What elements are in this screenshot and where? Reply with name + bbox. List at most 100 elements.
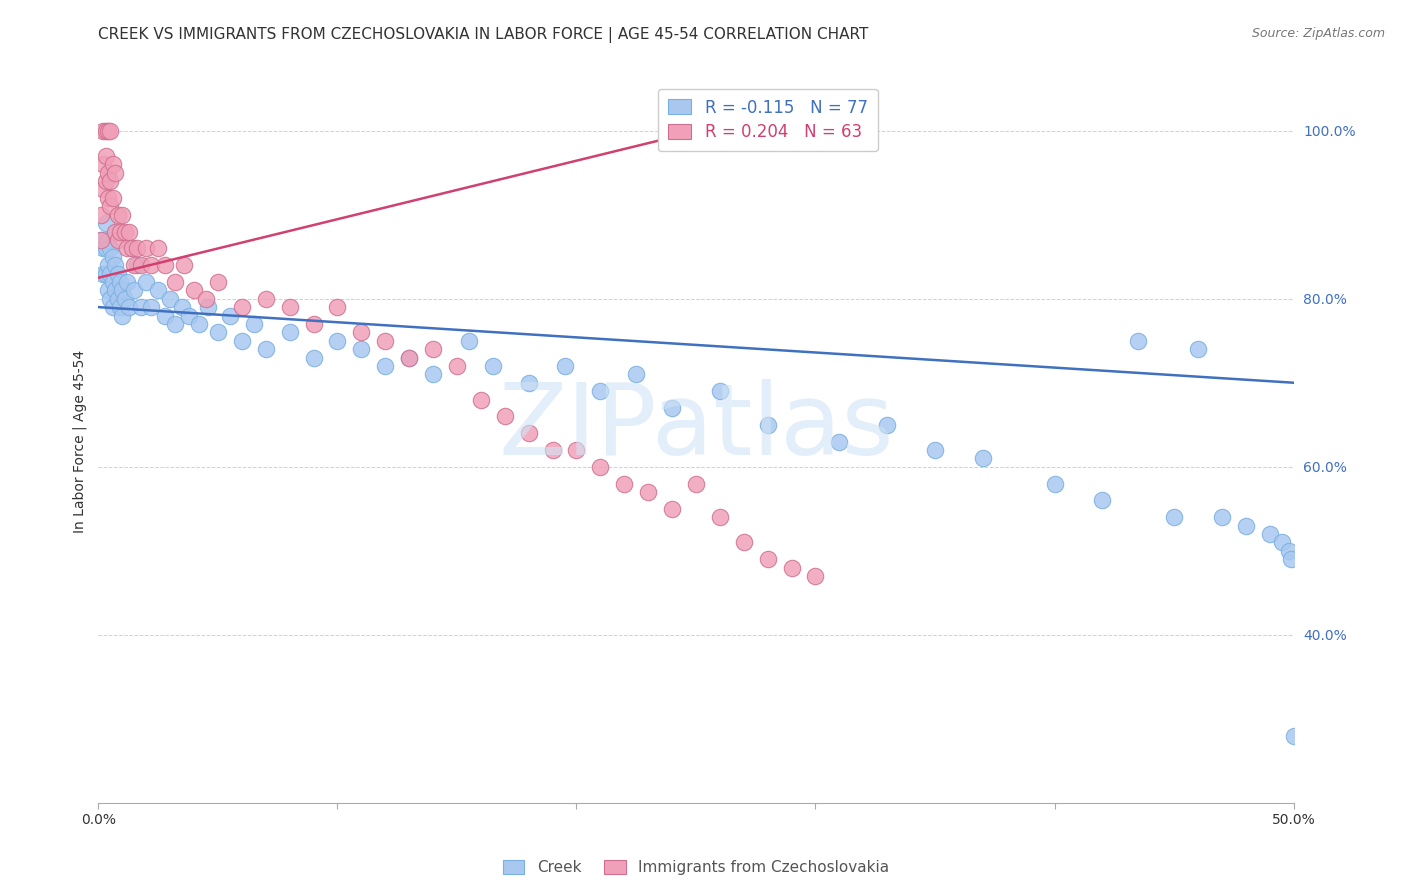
Point — [733, 535, 755, 549]
Point — [278, 326, 301, 340]
Point — [398, 351, 420, 365]
Point — [1128, 334, 1150, 348]
Point — [1091, 493, 1114, 508]
Point — [91, 124, 114, 138]
Point — [458, 334, 481, 348]
Text: CREEK VS IMMIGRANTS FROM CZECHOSLOVAKIA IN LABOR FORCE | AGE 45-54 CORRELATION C: CREEK VS IMMIGRANTS FROM CZECHOSLOVAKIA … — [98, 27, 869, 43]
Point — [118, 225, 141, 239]
Point — [972, 451, 994, 466]
Point — [94, 174, 117, 188]
Point — [231, 300, 253, 314]
Point — [685, 476, 707, 491]
Point — [589, 384, 612, 398]
Point — [148, 283, 170, 297]
Point — [1043, 476, 1066, 491]
Point — [541, 442, 564, 457]
Point — [91, 267, 114, 281]
Point — [97, 283, 120, 297]
Point — [107, 267, 129, 281]
Point — [219, 309, 242, 323]
Point — [114, 292, 136, 306]
Point — [98, 241, 122, 255]
Point — [107, 292, 129, 306]
Point — [91, 157, 114, 171]
Point — [163, 317, 186, 331]
Point — [709, 384, 731, 398]
Point — [139, 258, 162, 272]
Point — [91, 182, 114, 196]
Point — [139, 300, 162, 314]
Point — [278, 300, 301, 314]
Point — [90, 233, 112, 247]
Point — [422, 368, 444, 382]
Point — [124, 258, 146, 272]
Point — [97, 124, 120, 138]
Point — [1271, 535, 1294, 549]
Point — [121, 241, 143, 255]
Point — [350, 342, 373, 356]
Point — [1187, 342, 1209, 356]
Point — [756, 417, 779, 432]
Y-axis label: In Labor Force | Age 45-54: In Labor Force | Age 45-54 — [73, 350, 87, 533]
Point — [91, 241, 114, 255]
Point — [804, 569, 827, 583]
Point — [876, 417, 898, 432]
Point — [554, 359, 576, 373]
Point — [637, 485, 659, 500]
Point — [94, 267, 117, 281]
Point — [243, 317, 266, 331]
Point — [107, 208, 129, 222]
Text: ZIPatlas: ZIPatlas — [498, 378, 894, 475]
Point — [115, 275, 138, 289]
Point — [94, 149, 117, 163]
Point — [98, 292, 122, 306]
Point — [101, 191, 124, 205]
Point — [172, 300, 194, 314]
Point — [924, 442, 946, 457]
Point — [101, 157, 124, 171]
Point — [446, 359, 468, 373]
Point — [207, 326, 229, 340]
Point — [517, 426, 540, 441]
Point — [661, 501, 683, 516]
Point — [114, 225, 136, 239]
Point — [97, 233, 120, 247]
Point — [179, 309, 201, 323]
Point — [163, 275, 186, 289]
Point — [97, 191, 120, 205]
Point — [780, 560, 803, 574]
Point — [148, 241, 170, 255]
Point — [115, 241, 138, 255]
Point — [90, 233, 112, 247]
Point — [231, 334, 253, 348]
Point — [135, 275, 157, 289]
Point — [173, 258, 195, 272]
Point — [121, 241, 143, 255]
Point — [1279, 552, 1302, 566]
Point — [1234, 518, 1257, 533]
Point — [107, 233, 129, 247]
Point — [155, 258, 177, 272]
Point — [756, 552, 779, 566]
Point — [131, 300, 153, 314]
Point — [101, 250, 124, 264]
Point — [350, 326, 373, 340]
Point — [470, 392, 492, 407]
Point — [1278, 543, 1301, 558]
Point — [108, 225, 131, 239]
Point — [398, 351, 420, 365]
Legend: R = -0.115   N = 77, R = 0.204   N = 63: R = -0.115 N = 77, R = 0.204 N = 63 — [658, 88, 877, 152]
Point — [97, 258, 120, 272]
Point — [101, 275, 124, 289]
Point — [374, 334, 396, 348]
Point — [254, 292, 277, 306]
Point — [207, 275, 229, 289]
Point — [94, 241, 117, 255]
Point — [589, 459, 612, 474]
Point — [254, 342, 277, 356]
Point — [1211, 510, 1233, 524]
Point — [101, 300, 124, 314]
Point — [125, 241, 148, 255]
Point — [183, 283, 205, 297]
Point — [108, 275, 131, 289]
